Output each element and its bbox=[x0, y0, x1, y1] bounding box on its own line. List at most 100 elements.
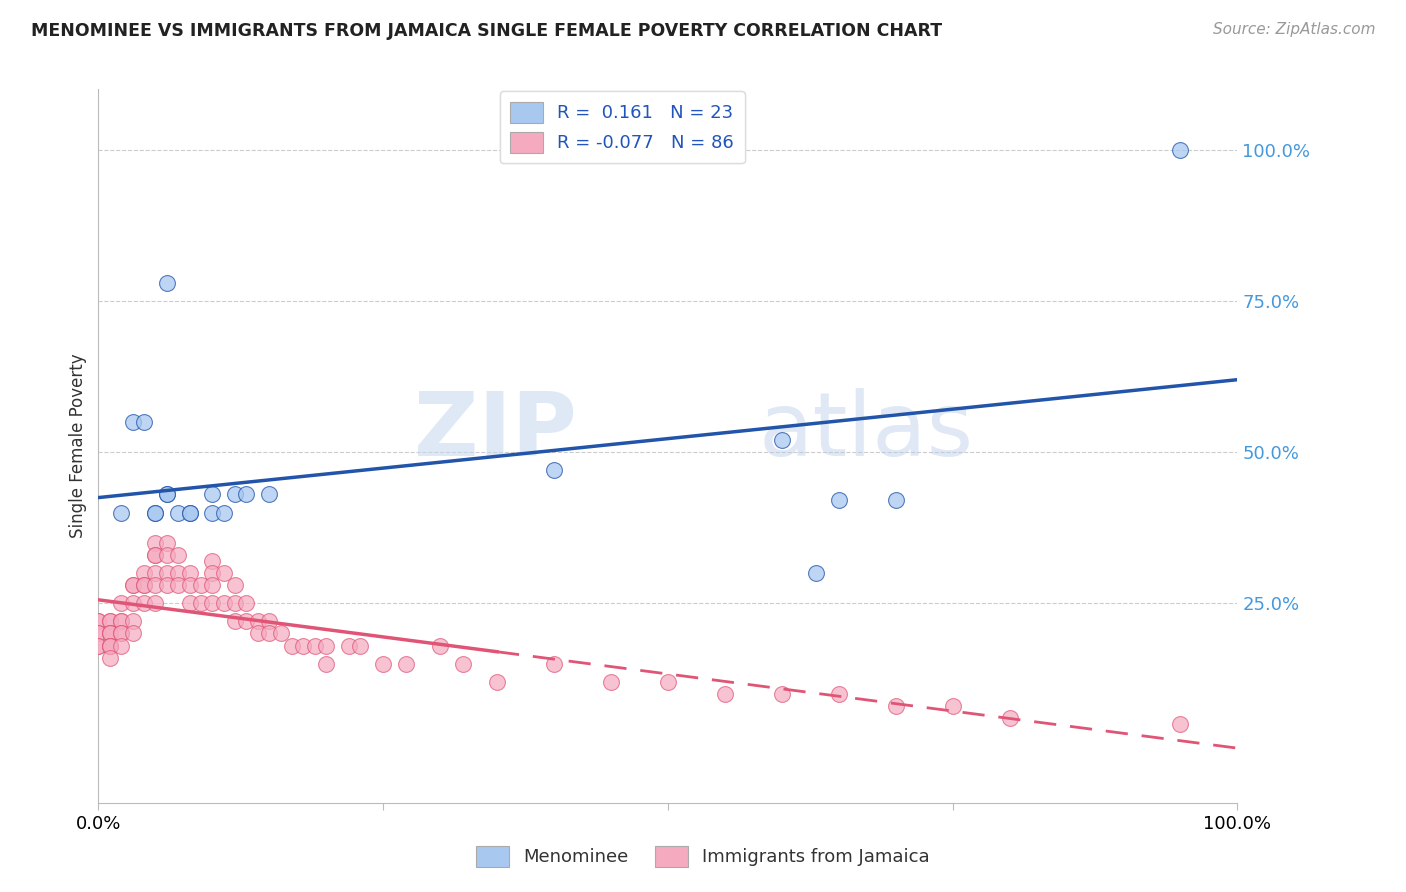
Point bbox=[179, 506, 201, 520]
Point bbox=[179, 506, 201, 520]
Point bbox=[121, 415, 143, 429]
Point bbox=[98, 615, 121, 629]
Point bbox=[270, 626, 292, 640]
Point bbox=[657, 674, 679, 689]
Point bbox=[156, 578, 179, 592]
Point bbox=[98, 626, 121, 640]
Point bbox=[110, 506, 132, 520]
Point bbox=[145, 506, 167, 520]
Point bbox=[98, 626, 121, 640]
Point bbox=[201, 506, 224, 520]
Point bbox=[87, 639, 110, 653]
Point bbox=[429, 639, 451, 653]
Point bbox=[543, 657, 565, 671]
Point bbox=[235, 615, 257, 629]
Point bbox=[121, 596, 143, 610]
Point bbox=[235, 596, 257, 610]
Point bbox=[156, 566, 179, 580]
Text: Source: ZipAtlas.com: Source: ZipAtlas.com bbox=[1212, 22, 1375, 37]
Legend: Menominee, Immigrants from Jamaica: Menominee, Immigrants from Jamaica bbox=[468, 838, 938, 874]
Point bbox=[179, 578, 201, 592]
Point bbox=[110, 615, 132, 629]
Point bbox=[201, 578, 224, 592]
Point bbox=[87, 639, 110, 653]
Point bbox=[304, 639, 326, 653]
Point bbox=[884, 493, 907, 508]
Point bbox=[98, 650, 121, 665]
Point bbox=[315, 657, 337, 671]
Point bbox=[942, 699, 965, 714]
Point bbox=[224, 487, 246, 501]
Point bbox=[145, 596, 167, 610]
Point bbox=[395, 657, 418, 671]
Text: ZIP: ZIP bbox=[413, 388, 576, 475]
Point bbox=[156, 276, 179, 290]
Point bbox=[110, 596, 132, 610]
Y-axis label: Single Female Poverty: Single Female Poverty bbox=[69, 354, 87, 538]
Point bbox=[259, 615, 281, 629]
Point bbox=[281, 639, 304, 653]
Point bbox=[212, 566, 235, 580]
Point bbox=[828, 493, 851, 508]
Point bbox=[315, 639, 337, 653]
Point bbox=[110, 639, 132, 653]
Point bbox=[98, 639, 121, 653]
Point bbox=[259, 487, 281, 501]
Point bbox=[828, 687, 851, 701]
Point bbox=[145, 548, 167, 562]
Point bbox=[87, 626, 110, 640]
Point bbox=[121, 578, 143, 592]
Point bbox=[224, 615, 246, 629]
Point bbox=[235, 487, 257, 501]
Point bbox=[224, 596, 246, 610]
Point bbox=[337, 639, 360, 653]
Point bbox=[714, 687, 737, 701]
Point bbox=[179, 566, 201, 580]
Point bbox=[121, 578, 143, 592]
Point bbox=[145, 535, 167, 549]
Point bbox=[201, 566, 224, 580]
Point bbox=[770, 433, 793, 447]
Point bbox=[451, 657, 474, 671]
Legend: R =  0.161   N = 23, R = -0.077   N = 86: R = 0.161 N = 23, R = -0.077 N = 86 bbox=[499, 91, 745, 163]
Point bbox=[1170, 717, 1192, 731]
Point bbox=[145, 548, 167, 562]
Point bbox=[121, 615, 143, 629]
Point bbox=[190, 578, 212, 592]
Point bbox=[156, 535, 179, 549]
Text: atlas: atlas bbox=[759, 388, 974, 475]
Point bbox=[156, 548, 179, 562]
Point bbox=[770, 687, 793, 701]
Point bbox=[371, 657, 394, 671]
Point bbox=[349, 639, 371, 653]
Point bbox=[201, 487, 224, 501]
Point bbox=[167, 578, 190, 592]
Point bbox=[145, 566, 167, 580]
Point bbox=[212, 506, 235, 520]
Point bbox=[201, 554, 224, 568]
Point bbox=[132, 566, 155, 580]
Point bbox=[87, 626, 110, 640]
Point bbox=[167, 506, 190, 520]
Point bbox=[98, 639, 121, 653]
Point bbox=[246, 615, 269, 629]
Point bbox=[98, 615, 121, 629]
Point bbox=[145, 506, 167, 520]
Point bbox=[167, 566, 190, 580]
Point bbox=[998, 711, 1021, 725]
Point bbox=[110, 615, 132, 629]
Point bbox=[190, 596, 212, 610]
Point bbox=[212, 596, 235, 610]
Point bbox=[167, 548, 190, 562]
Point bbox=[543, 463, 565, 477]
Point bbox=[98, 626, 121, 640]
Point bbox=[132, 415, 155, 429]
Point bbox=[132, 578, 155, 592]
Point bbox=[884, 699, 907, 714]
Point bbox=[179, 596, 201, 610]
Point bbox=[110, 626, 132, 640]
Point bbox=[145, 578, 167, 592]
Point bbox=[87, 615, 110, 629]
Point bbox=[110, 626, 132, 640]
Point bbox=[98, 639, 121, 653]
